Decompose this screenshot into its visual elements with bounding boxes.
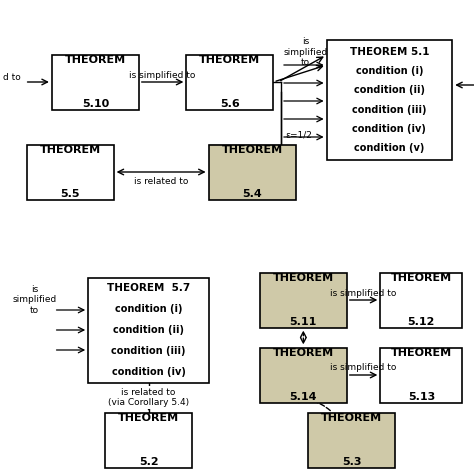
Text: 5.3: 5.3 (342, 457, 362, 467)
Text: 5.4: 5.4 (242, 189, 262, 199)
Text: is related to
(via Corollary 5.4): is related to (via Corollary 5.4) (108, 388, 189, 407)
Text: is simplified to: is simplified to (330, 289, 397, 298)
Bar (327, 40, 452, 160)
Text: 5.2: 5.2 (139, 457, 158, 467)
Text: THEOREM  5.7: THEOREM 5.7 (107, 283, 190, 293)
Text: 5.11: 5.11 (290, 317, 317, 327)
Text: THEOREM: THEOREM (273, 273, 334, 283)
Text: condition (iii): condition (iii) (111, 346, 186, 356)
Bar (260, 273, 347, 328)
Text: is related to: is related to (134, 177, 188, 186)
Text: THEOREM: THEOREM (221, 145, 283, 155)
Text: d to: d to (3, 73, 21, 82)
Bar (186, 55, 273, 109)
Bar (380, 273, 463, 328)
Bar (88, 277, 209, 383)
Text: ε=1/2: ε=1/2 (285, 130, 312, 139)
Text: condition (i): condition (i) (356, 66, 423, 76)
Text: is
simplified
to: is simplified to (283, 37, 328, 67)
Bar (308, 412, 395, 467)
Text: THEOREM: THEOREM (273, 348, 334, 358)
Text: condition (ii): condition (ii) (354, 85, 425, 95)
Text: 5.12: 5.12 (408, 317, 435, 327)
Text: is simplified to: is simplified to (129, 71, 196, 80)
Text: THEOREM: THEOREM (40, 145, 101, 155)
Text: 5.13: 5.13 (408, 392, 435, 402)
Bar (380, 347, 463, 402)
Text: 5.5: 5.5 (60, 189, 80, 199)
Bar (105, 412, 192, 467)
Bar (209, 145, 296, 200)
Text: condition (iv): condition (iv) (111, 367, 185, 377)
Text: 5.14: 5.14 (290, 392, 317, 402)
Text: condition (ii): condition (ii) (113, 325, 184, 335)
Text: THEOREM: THEOREM (391, 348, 452, 358)
Text: THEOREM: THEOREM (199, 55, 260, 65)
Text: condition (v): condition (v) (354, 143, 425, 153)
Bar (260, 347, 347, 402)
Bar (27, 145, 114, 200)
Text: 5.6: 5.6 (220, 99, 240, 109)
Bar (52, 55, 139, 109)
Text: is simplified to: is simplified to (330, 364, 397, 373)
Text: THEOREM: THEOREM (65, 55, 126, 65)
Text: condition (iii): condition (iii) (352, 105, 427, 115)
Text: THEOREM: THEOREM (321, 413, 382, 423)
Text: THEOREM: THEOREM (118, 413, 179, 423)
Text: condition (iv): condition (iv) (353, 124, 427, 134)
Text: is
simplified
to: is simplified to (12, 285, 56, 315)
Text: THEOREM 5.1: THEOREM 5.1 (350, 47, 429, 57)
Text: THEOREM: THEOREM (391, 273, 452, 283)
Text: 5.10: 5.10 (82, 99, 109, 109)
Text: condition (i): condition (i) (115, 304, 182, 314)
